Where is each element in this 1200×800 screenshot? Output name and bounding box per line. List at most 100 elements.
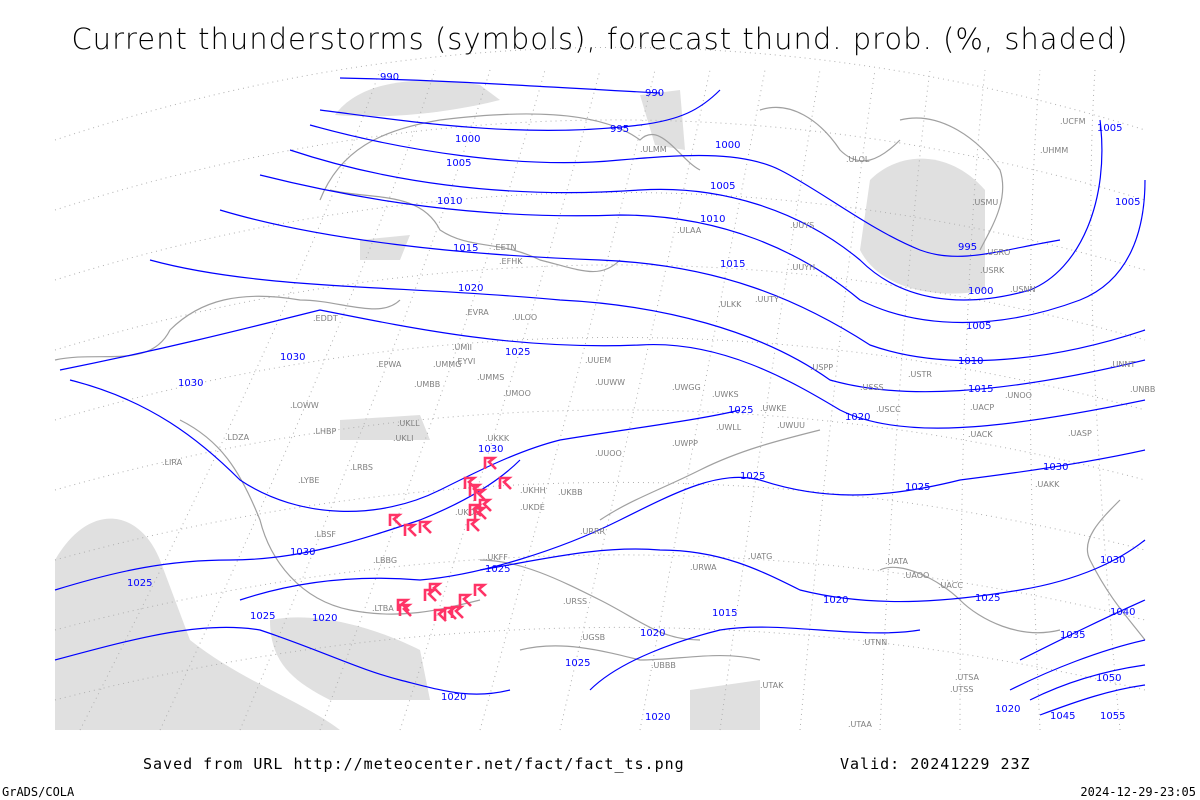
station-label: .UTSA — [955, 673, 980, 682]
station-label: .UNOO — [1005, 391, 1032, 400]
isobar-label: 1010 — [958, 356, 983, 367]
thunderstorm-icon — [418, 520, 433, 534]
thunderstorm-icon — [473, 583, 488, 597]
isobar-line — [149, 259, 1146, 393]
thunderstorm-icon — [478, 498, 493, 512]
valid-time-text: Valid: 20241229 23Z — [840, 755, 1031, 773]
thunderstorm-icon — [428, 582, 443, 596]
thunderstorm-icon — [498, 476, 513, 490]
station-label: .UNBB — [1130, 385, 1155, 394]
station-label: .UNNT — [1110, 360, 1135, 369]
station-label: .USRO — [985, 248, 1010, 257]
station-label: .UUTY — [755, 295, 779, 304]
station-label: .UTAA — [848, 720, 872, 729]
station-label: .UUWW — [595, 378, 625, 387]
thunderstorm-icon — [468, 483, 483, 497]
isobar-line — [259, 174, 1146, 324]
isobar-label: 1025 — [905, 482, 930, 493]
station-label: .UACP — [970, 403, 994, 412]
station-label: .UAOO — [903, 571, 929, 580]
station-label: .UKBB — [558, 488, 583, 497]
thunderstorm-icon — [388, 513, 403, 527]
station-label: .UHMM — [1040, 146, 1068, 155]
station-label: .UUYH — [790, 263, 815, 272]
coastline — [54, 295, 401, 361]
isobar-label: 1025 — [250, 611, 275, 622]
station-label: .EYVI — [455, 357, 475, 366]
station-label: .LDZA — [225, 433, 250, 442]
isobar-label: 1015 — [453, 243, 478, 254]
station-label: .UKHH — [520, 486, 546, 495]
isobar-label: 995 — [958, 242, 977, 253]
station-label: .EDDT — [313, 314, 338, 323]
thunderstorm-icon — [473, 488, 488, 502]
isobar-label: 1055 — [1100, 711, 1125, 722]
isobar-label: 1030 — [1100, 555, 1125, 566]
isobar-line — [589, 626, 921, 691]
probability-area — [335, 80, 500, 117]
thunderstorm-icon — [450, 605, 465, 619]
isobar-line — [59, 309, 1146, 429]
coastline — [319, 113, 701, 201]
isobar-label: 1020 — [823, 595, 848, 606]
station-label: .UGSB — [580, 633, 605, 642]
software-credit: GrADS/COLA — [2, 785, 75, 799]
station-label: .UWKS — [712, 390, 739, 399]
station-label: .UACK — [968, 430, 993, 439]
isobar-label: 1020 — [458, 283, 483, 294]
isobar-label: 1020 — [995, 704, 1020, 715]
isobar-label: 1050 — [1096, 673, 1121, 684]
isobar-line — [289, 119, 1103, 301]
station-label: .USNN — [1010, 285, 1035, 294]
meridian-line — [159, 69, 436, 731]
thunderstorm-icon — [466, 518, 481, 532]
isobar-line — [69, 379, 741, 512]
isobar-label: 1005 — [966, 321, 991, 332]
thunderstorm-icon — [483, 456, 498, 470]
station-label: .UWGG — [672, 383, 701, 392]
chart-title: Current thunderstorms (symbols), forecas… — [71, 22, 1129, 56]
meridian-line — [959, 69, 986, 731]
coastline — [179, 419, 481, 615]
station-label: .UBBB — [651, 661, 676, 670]
station-label: .UWPP — [672, 439, 698, 448]
station-label: .UATA — [885, 557, 909, 566]
station-label: .UMOO — [503, 389, 531, 398]
station-label: .UKFF — [485, 553, 508, 562]
station-label: .UUYS — [790, 221, 814, 230]
source-url-text: Saved from URL http://meteocenter.net/fa… — [143, 755, 685, 773]
thunderstorm-icon — [398, 603, 413, 617]
meridian-line — [1090, 69, 1121, 731]
isobar-label: 1005 — [446, 158, 471, 169]
isobar-label: 1025 — [975, 593, 1000, 604]
isobar-label: 1005 — [1097, 123, 1122, 134]
isobar-label: 1015 — [720, 259, 745, 270]
station-label: .URWA — [690, 563, 717, 572]
isobar-label: 1045 — [1050, 711, 1075, 722]
isobar-label: 990 — [380, 72, 399, 83]
station-label: .UKKK — [485, 434, 510, 443]
station-label: .URRR — [580, 527, 606, 536]
isobar-line — [219, 209, 1146, 362]
isobar-line — [54, 459, 521, 591]
isobar-label: 1005 — [710, 181, 735, 192]
station-label: .UKLI — [393, 434, 413, 443]
station-label: .UWUU — [777, 421, 805, 430]
thunderstorm-probability-shading — [55, 80, 985, 730]
isobar-label: 1015 — [712, 608, 737, 619]
station-label: .USMU — [972, 198, 998, 207]
thunderstorm-icon — [473, 506, 488, 520]
isobar-line — [309, 124, 1061, 257]
station-label: .UMMS — [477, 373, 504, 382]
station-label: .EVRA — [465, 308, 489, 317]
parallel-line — [54, 47, 1146, 141]
station-labels: .ULOO .UUEM .UUWW .UWGG .UWKS .UWKE .UWLL .UWUU… — [162, 117, 1155, 729]
station-label: .UKDE — [520, 503, 545, 512]
isobar-label: 1015 — [968, 384, 993, 395]
isobar-label: 1030 — [280, 352, 305, 363]
station-label: .UWKE — [760, 404, 787, 413]
station-label: .UATG — [748, 552, 772, 561]
isobar-label: 1020 — [441, 692, 466, 703]
isobar-label: 1020 — [312, 613, 337, 624]
isobar-label: 1025 — [505, 347, 530, 358]
